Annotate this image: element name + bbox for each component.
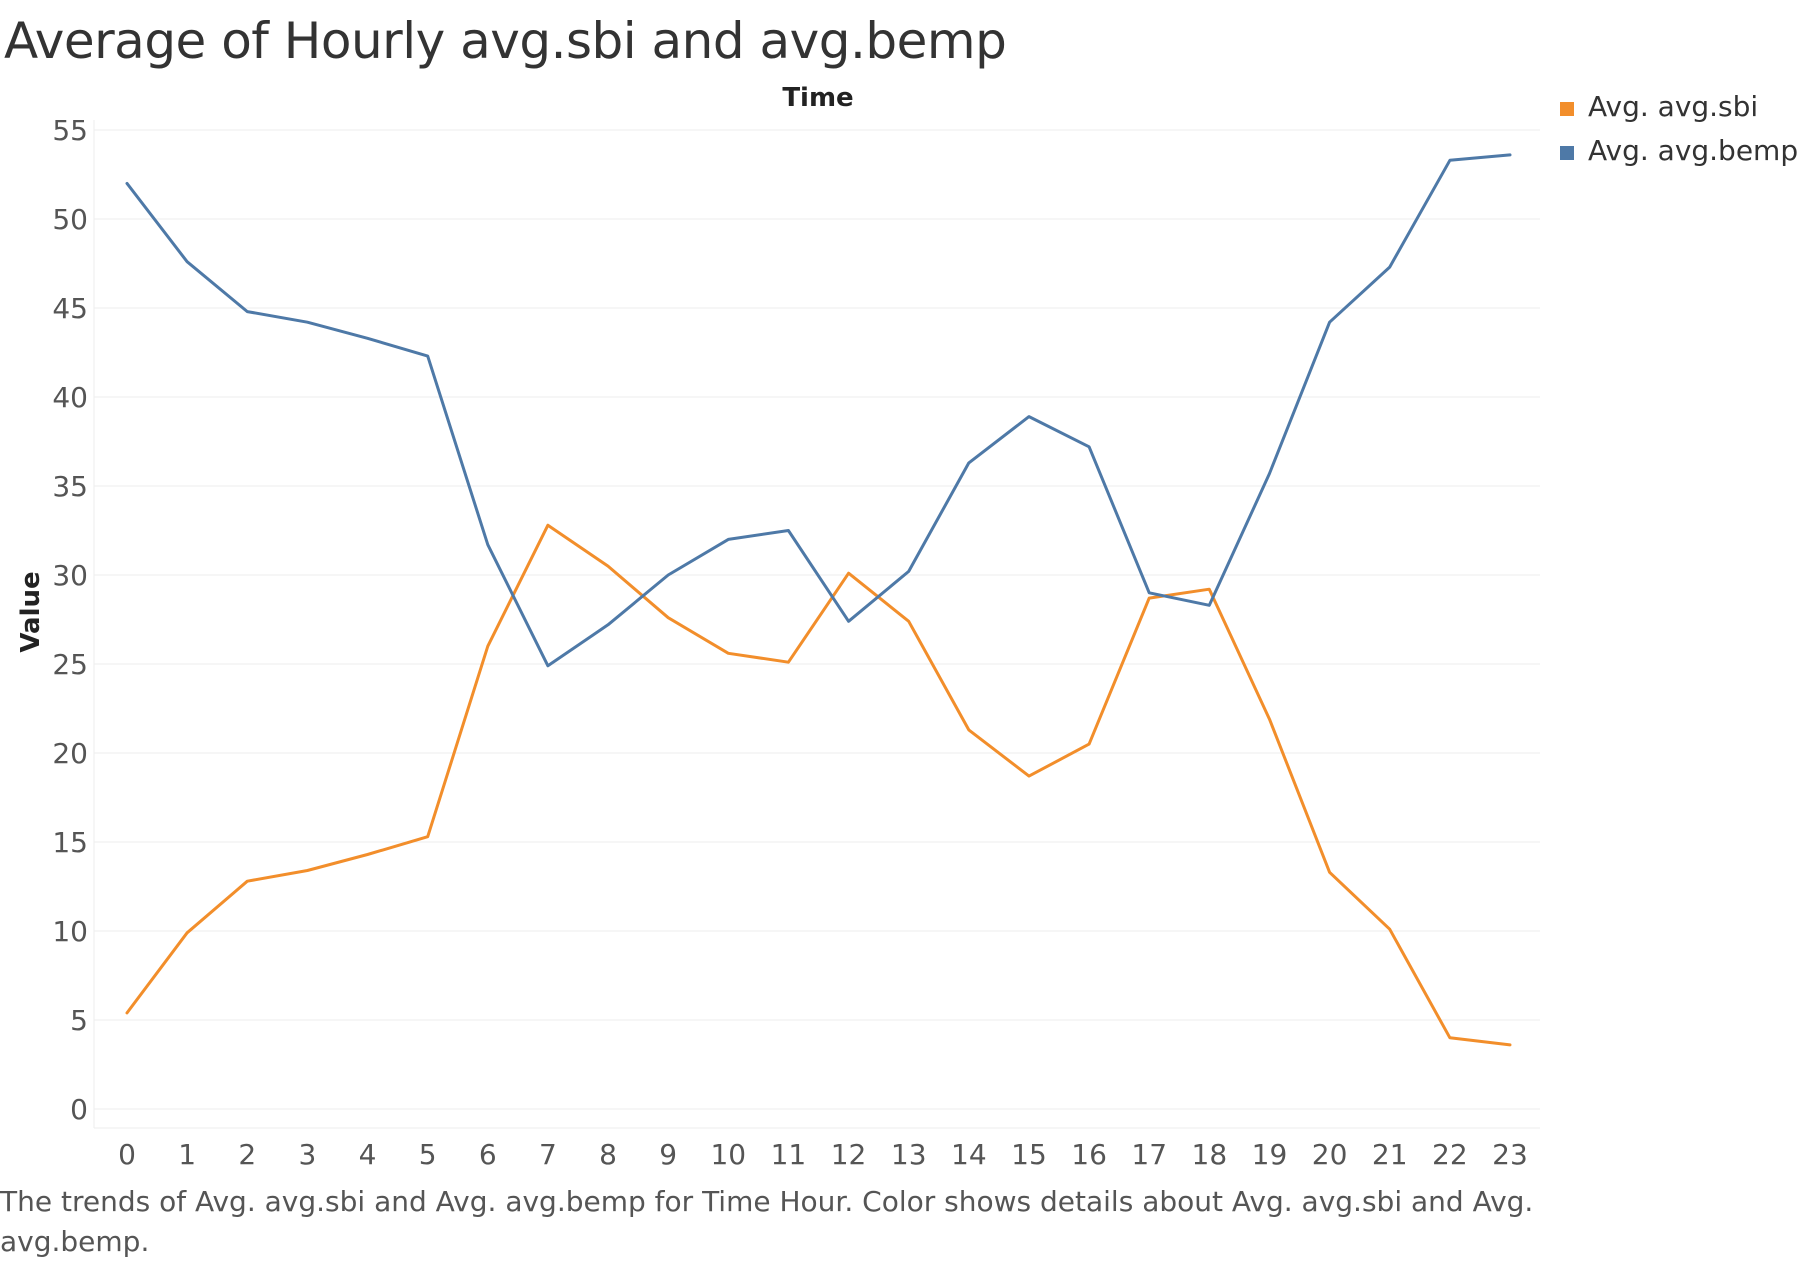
y-tick-label: 50 — [52, 203, 88, 236]
series-lines — [125, 153, 1512, 1047]
x-tick-label: 16 — [1071, 1138, 1107, 1171]
x-tick-label: 9 — [659, 1138, 677, 1171]
x-tick-label: 17 — [1131, 1138, 1167, 1171]
y-tick-label: 30 — [52, 559, 88, 592]
x-tick-label: 4 — [359, 1138, 377, 1171]
y-tick-label: 5 — [70, 1004, 88, 1037]
y-axis-title: Value — [16, 571, 46, 652]
x-tick-label: 8 — [599, 1138, 617, 1171]
chart-title: Average of Hourly avg.sbi and avg.bemp — [4, 12, 1007, 70]
legend-item-sbi[interactable]: Avg. avg.sbi — [1560, 90, 1800, 134]
x-tick-label: 11 — [771, 1138, 807, 1171]
x-tick-label: 7 — [539, 1138, 557, 1171]
x-tick-label: 14 — [951, 1138, 987, 1171]
x-tick-label: 20 — [1312, 1138, 1348, 1171]
x-axis-ticks: 0 1 2 3 4 5 6 7 8 9 10 11 12 13 14 15 16 17 18 19 20 21 22 23 — [118, 1138, 1528, 1171]
y-tick-label: 35 — [52, 470, 88, 503]
y-tick-label: 20 — [52, 737, 88, 770]
legend-swatch-sbi — [1560, 102, 1574, 116]
legend-swatch-bemp — [1560, 146, 1574, 160]
x-tick-label: 6 — [479, 1138, 497, 1171]
x-tick-label: 23 — [1492, 1138, 1528, 1171]
x-tick-label: 21 — [1372, 1138, 1408, 1171]
x-tick-label: 22 — [1432, 1138, 1468, 1171]
chart-caption: The trends of Avg. avg.sbi and Avg. avg.… — [0, 1185, 1534, 1258]
legend-item-bemp[interactable]: Avg. avg.bemp — [1560, 134, 1800, 178]
x-tick-label: 18 — [1192, 1138, 1228, 1171]
x-tick-label: 12 — [831, 1138, 867, 1171]
y-tick-label: 25 — [52, 648, 88, 681]
gridlines — [93, 120, 1540, 1129]
y-tick-label: 0 — [70, 1093, 88, 1126]
series-line-bemp — [125, 153, 1512, 668]
x-tick-label: 2 — [238, 1138, 256, 1171]
legend-label-sbi: Avg. avg.sbi — [1588, 90, 1759, 123]
series-line-sbi — [125, 523, 1512, 1047]
y-tick-label: 55 — [52, 114, 88, 147]
x-tick-label: 13 — [891, 1138, 927, 1171]
y-tick-label: 45 — [52, 292, 88, 325]
y-axis-ticks: 0 5 10 15 20 25 30 35 40 45 50 55 — [52, 114, 88, 1126]
x-tick-label: 0 — [118, 1138, 136, 1171]
x-tick-label: 19 — [1252, 1138, 1288, 1171]
y-tick-label: 15 — [52, 826, 88, 859]
x-axis-title: Time — [782, 83, 853, 113]
x-tick-label: 1 — [178, 1138, 196, 1171]
y-tick-label: 10 — [52, 915, 88, 948]
x-tick-label: 10 — [710, 1138, 746, 1171]
x-tick-label: 5 — [419, 1138, 437, 1171]
legend: Avg. avg.sbi Avg. avg.bemp — [1560, 90, 1800, 178]
x-tick-label: 3 — [298, 1138, 316, 1171]
y-tick-label: 40 — [52, 381, 88, 414]
x-tick-label: 15 — [1011, 1138, 1047, 1171]
legend-label-bemp: Avg. avg.bemp — [1588, 134, 1799, 167]
